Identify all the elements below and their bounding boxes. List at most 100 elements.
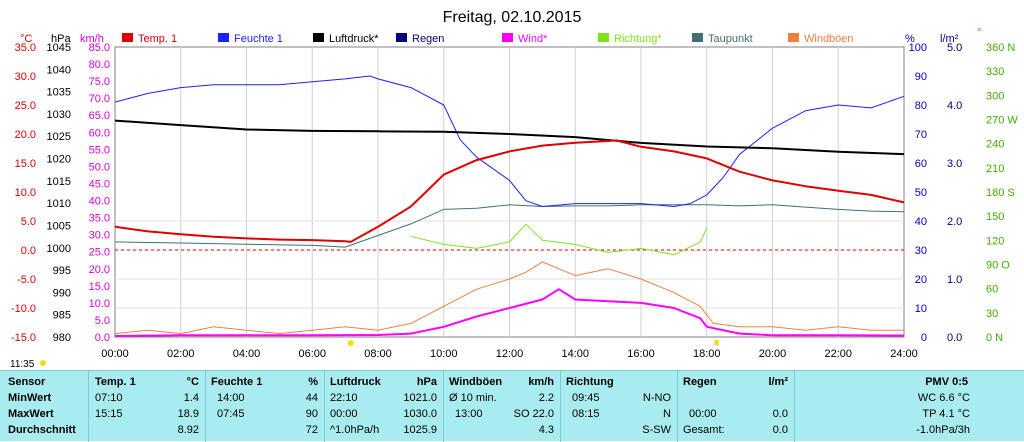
stats-pmv-column: PMV 0:5 WC 6.6 °C TP 4.1 °C -1.0hPa/3h xyxy=(800,374,1016,438)
stats-direction-min-time: 09:45 xyxy=(572,392,600,404)
humidity-tick-10: 0 xyxy=(921,332,927,344)
temp-tick-8: -5.0 xyxy=(17,274,36,286)
stats-pmv-dewpoint: TP 4.1 °C xyxy=(922,408,970,420)
axis-units: °C hPa km/h% l/m² ° xyxy=(20,27,981,45)
pressure-tick-7: 1010 xyxy=(47,198,71,210)
stats-humidity-max-time: 07:45 xyxy=(217,408,245,420)
x-tick-1: 02:00 xyxy=(167,348,195,360)
wind-tick-13: 20.0 xyxy=(89,264,110,276)
temp-tick-10: -15.0 xyxy=(11,332,36,344)
statistics-panel: Sensor MinWert MaxWert Durchschnitt Temp… xyxy=(0,370,1024,442)
pressure-unit: hPa xyxy=(51,33,71,45)
stats-gusts-max-value: SO 22.0 xyxy=(513,408,554,420)
stats-direction-max-time: 08:15 xyxy=(572,408,600,420)
stats-pressure-min-time: 22:10 xyxy=(330,392,358,404)
stats-sensor-column: Sensor MinWert MaxWert Durchschnitt xyxy=(8,374,86,438)
stats-rain-unit: l/m² xyxy=(768,376,788,388)
x-tick-6: 12:00 xyxy=(496,348,524,360)
legend-label-6: Taupunkt xyxy=(708,33,753,45)
pressure-tick-1: 1040 xyxy=(47,64,71,76)
series-line-4 xyxy=(114,288,905,337)
pressure-tick-10: 995 xyxy=(53,265,71,277)
x-tick-11: 22:00 xyxy=(824,348,852,360)
pressure-tick-4: 1025 xyxy=(47,131,71,143)
stats-pmv-windchill: WC 6.6 °C xyxy=(917,392,970,404)
direction-tick-1: 330 xyxy=(986,66,1004,78)
series-line-6 xyxy=(410,223,708,256)
pressure-tick-3: 1030 xyxy=(47,109,71,121)
stats-humidity-max-value: 90 xyxy=(305,408,318,420)
wind-tick-0: 85.0 xyxy=(89,42,110,54)
pressure-tick-2: 1035 xyxy=(47,87,71,99)
humidity-tick-8: 20 xyxy=(915,274,927,286)
stats-sensor-head: Sensor xyxy=(8,376,46,388)
stats-direction-min-value: N-NO xyxy=(642,392,671,404)
pressure-tick-12: 985 xyxy=(53,310,71,322)
wind-tick-14: 15.0 xyxy=(89,281,110,293)
stats-rain-max-value: 0.0 xyxy=(772,408,788,420)
stats-temp-max-time: 15:15 xyxy=(95,408,123,420)
legend-swatch-5 xyxy=(598,33,609,42)
stats-rain-total-value: 0.0 xyxy=(772,424,788,436)
legend-label-4: Wind* xyxy=(518,33,548,45)
legend-swatch-1 xyxy=(218,33,229,42)
stats-pressure-avg-value: 1025.9 xyxy=(403,424,437,436)
stats-row-avg: Durchschnitt xyxy=(8,424,76,436)
humidity-unit: % xyxy=(905,33,915,45)
legend-label-3: Regen xyxy=(412,33,444,45)
stats-direction-max-value: N xyxy=(663,408,671,420)
stats-pmv-head: PMV 0:5 xyxy=(925,376,968,388)
stats-humidity-column: Feuchte 1% 14:00 44 07:45 90 72 xyxy=(211,374,322,438)
pressure-tick-13: 980 xyxy=(53,332,71,344)
wind-tick-6: 55.0 xyxy=(89,144,110,156)
temp-tick-9: -10.0 xyxy=(11,303,36,315)
series-line-3 xyxy=(114,204,905,248)
legend-label-7: Windböen xyxy=(804,33,854,45)
direction-tick-12: 0 N xyxy=(986,332,1003,344)
stats-gusts-min-label: Ø 10 min. xyxy=(449,392,497,404)
stats-row-max: MaxWert xyxy=(8,408,54,420)
rain-tick-0: 5.0 xyxy=(947,42,962,54)
legend-label-1: Feuchte 1 xyxy=(234,33,283,45)
stats-pressure-min-value: 1021.0 xyxy=(403,392,437,404)
stats-temp-unit: °C xyxy=(186,376,199,388)
legend-swatch-7 xyxy=(788,33,799,42)
wind-tick-12: 25.0 xyxy=(89,247,110,259)
time-marker-dot xyxy=(40,360,46,366)
stats-rain-total-label: Gesamt: xyxy=(683,424,725,436)
direction-tick-10: 60 xyxy=(986,284,998,296)
pressure-tick-11: 990 xyxy=(53,287,71,299)
time-tick-marker xyxy=(714,340,719,345)
temp-tick-7: 0.0 xyxy=(21,245,36,257)
humidity-tick-7: 30 xyxy=(915,245,927,257)
pressure-tick-9: 1000 xyxy=(47,243,71,255)
stats-pressure-max-value: 1030.0 xyxy=(403,408,437,420)
direction-tick-8: 120 xyxy=(986,235,1004,247)
temp-tick-2: 25.0 xyxy=(15,100,36,112)
x-tick-10: 20:00 xyxy=(759,348,787,360)
wind-tick-8: 45.0 xyxy=(89,178,110,190)
wind-unit: km/h xyxy=(80,33,104,45)
wind-tick-2: 75.0 xyxy=(89,76,110,88)
stats-gusts-max-time: 13:00 xyxy=(455,408,483,420)
direction-tick-4: 240 xyxy=(986,139,1004,151)
pressure-tick-0: 1045 xyxy=(47,42,71,54)
stats-pressure-trend: ^1.0hPa/h xyxy=(330,424,380,436)
direction-tick-5: 210 xyxy=(986,163,1004,175)
direction-tick-6: 180 S xyxy=(986,187,1015,199)
stats-gusts-avg-value: 4.3 xyxy=(538,424,554,436)
direction-unit: ° xyxy=(977,27,981,39)
rain-tick-5: 0.0 xyxy=(947,332,962,344)
stats-temp-column: Temp. 1 °C 07:10 1.4 15:15 18.9 8.92 xyxy=(95,374,203,438)
legend-swatch-2 xyxy=(313,33,324,42)
stats-direction-head: Richtung xyxy=(566,376,614,388)
x-tick-8: 16:00 xyxy=(627,348,655,360)
wind-tick-10: 35.0 xyxy=(89,213,110,225)
time-marker: 11:35 xyxy=(10,359,35,370)
stats-gusts-head: Windböen xyxy=(449,376,503,388)
weather-chart: Freitag, 02.10.2015 Temp. 1 Feuchte 1 Luft… xyxy=(10,9,1018,370)
legend-swatch-4 xyxy=(502,33,513,42)
wind-tick-16: 5.0 xyxy=(95,315,110,327)
humidity-tick-1: 90 xyxy=(915,71,927,83)
stats-humidity-avg-value: 72 xyxy=(305,424,318,436)
